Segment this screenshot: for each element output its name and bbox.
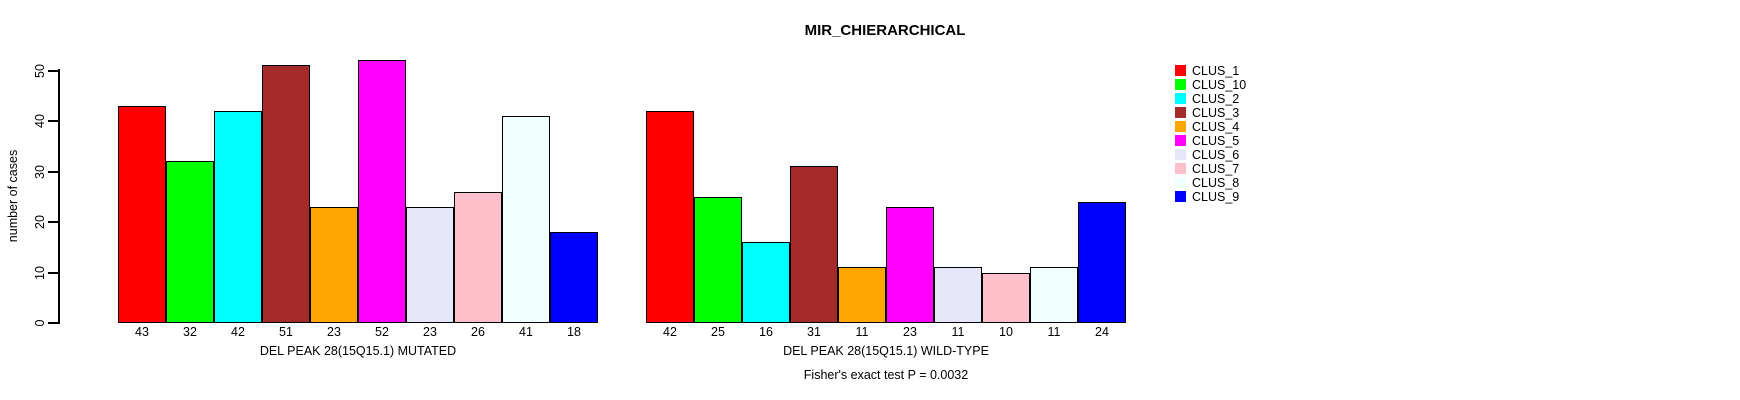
bar-value-label: 10 <box>999 325 1013 339</box>
y-axis-tick <box>48 271 58 274</box>
bar-value-label: 23 <box>327 325 341 339</box>
bar-clus_3-group2 <box>790 166 838 323</box>
legend-label: CLUS_1 <box>1192 63 1240 78</box>
y-axis-tick-label: 40 <box>33 114 47 128</box>
legend-item: CLUS_1 <box>1175 64 1239 78</box>
legend-swatch-clus_6 <box>1175 149 1186 160</box>
bar-value-label: 43 <box>135 325 149 339</box>
bar-value-label: 23 <box>903 325 917 339</box>
legend-item: CLUS_2 <box>1175 92 1239 106</box>
y-axis-tick-label: 0 <box>33 319 47 327</box>
legend-swatch-clus_1 <box>1175 65 1186 76</box>
legend-label: CLUS_4 <box>1192 119 1240 134</box>
legend-item: CLUS_6 <box>1175 148 1239 162</box>
legend-label: CLUS_9 <box>1192 189 1240 204</box>
legend-item: CLUS_9 <box>1175 190 1239 204</box>
legend-swatch-clus_2 <box>1175 93 1186 104</box>
y-axis-tick-label: 30 <box>33 164 47 179</box>
bar-clus_2-group1 <box>214 110 262 323</box>
x-axis-group-label: DEL PEAK 28(15Q15.1) WILD-TYPE <box>783 344 989 358</box>
y-axis-line <box>58 68 60 324</box>
legend-swatch-clus_3 <box>1175 107 1186 118</box>
bar-value-label: 24 <box>1095 325 1109 339</box>
bar-clus_7-group1 <box>454 191 502 323</box>
y-axis-tick <box>48 322 58 324</box>
legend-label: CLUS_2 <box>1192 91 1240 106</box>
legend-swatch-clus_5 <box>1175 135 1186 146</box>
bar-clus_6-group1 <box>406 206 454 323</box>
bar-clus_1-group1 <box>118 105 166 323</box>
y-axis-tick-label: 10 <box>33 265 47 280</box>
bar-clus_10-group2 <box>694 196 742 323</box>
bar-clus_8-group1 <box>502 115 550 323</box>
y-axis-tick <box>48 221 58 223</box>
legend-label: CLUS_3 <box>1192 105 1240 120</box>
bar-value-label: 42 <box>231 325 245 339</box>
legend-item: CLUS_10 <box>1175 78 1246 92</box>
bar-value-label: 11 <box>855 325 869 339</box>
bar-value-label: 32 <box>183 325 197 339</box>
legend-swatch-clus_10 <box>1175 79 1186 90</box>
bar-value-label: 25 <box>711 325 725 339</box>
y-axis-tick <box>48 120 58 122</box>
bar-clus_9-group2 <box>1078 201 1126 323</box>
bar-clus_4-group1 <box>310 206 358 323</box>
legend-label: CLUS_8 <box>1192 175 1240 190</box>
legend-item: CLUS_7 <box>1175 162 1239 176</box>
bar-value-label: 42 <box>663 325 677 339</box>
bar-value-label: 23 <box>423 325 437 339</box>
y-axis-tick <box>48 69 58 72</box>
bar-clus_2-group2 <box>742 242 790 323</box>
legend-label: CLUS_5 <box>1192 133 1240 148</box>
y-axis-tick <box>48 170 58 173</box>
bar-value-label: 41 <box>519 325 533 339</box>
legend-label: CLUS_6 <box>1192 147 1240 162</box>
legend-item: CLUS_4 <box>1175 120 1239 134</box>
bar-value-label: 52 <box>375 325 389 339</box>
bar-value-label: 11 <box>951 325 965 339</box>
bar-clus_3-group1 <box>262 65 310 323</box>
bar-value-label: 11 <box>1047 325 1061 339</box>
fisher-test-annotation: Fisher's exact test P = 0.0032 <box>803 368 969 382</box>
legend-item: CLUS_5 <box>1175 134 1239 148</box>
bar-value-label: 31 <box>807 325 821 339</box>
legend-label: CLUS_7 <box>1192 161 1240 176</box>
bar-clus_6-group2 <box>934 267 982 323</box>
bar-clus_5-group2 <box>886 206 934 323</box>
legend-swatch-clus_7 <box>1175 163 1186 174</box>
bar-clus_7-group2 <box>982 272 1030 323</box>
legend-item: CLUS_3 <box>1175 106 1239 120</box>
bar-value-label: 26 <box>471 325 485 339</box>
bar-clus_5-group1 <box>358 60 406 323</box>
bar-clus_8-group2 <box>1030 267 1078 323</box>
bar-clus_1-group2 <box>646 110 694 323</box>
y-axis-label: number of cases <box>6 149 20 243</box>
bar-clus_9-group1 <box>550 232 598 323</box>
legend-swatch-clus_4 <box>1175 121 1186 132</box>
bar-value-label: 51 <box>279 325 293 339</box>
bar-value-label: 16 <box>759 325 773 339</box>
y-axis-tick-label: 50 <box>33 63 47 78</box>
x-axis-group-label: DEL PEAK 28(15Q15.1) MUTATED <box>259 344 457 358</box>
bar-clus_10-group1 <box>166 161 214 323</box>
bar-value-label: 18 <box>567 325 581 339</box>
legend-item: CLUS_8 <box>1175 176 1239 190</box>
bar-clus_4-group2 <box>838 267 886 323</box>
y-axis-tick-label: 20 <box>33 215 47 229</box>
legend-label: CLUS_10 <box>1192 77 1247 92</box>
legend-swatch-clus_9 <box>1175 191 1186 202</box>
legend-swatch-clus_8 <box>1175 177 1186 188</box>
chart-title: MIR_CHIERARCHICAL <box>804 22 966 39</box>
